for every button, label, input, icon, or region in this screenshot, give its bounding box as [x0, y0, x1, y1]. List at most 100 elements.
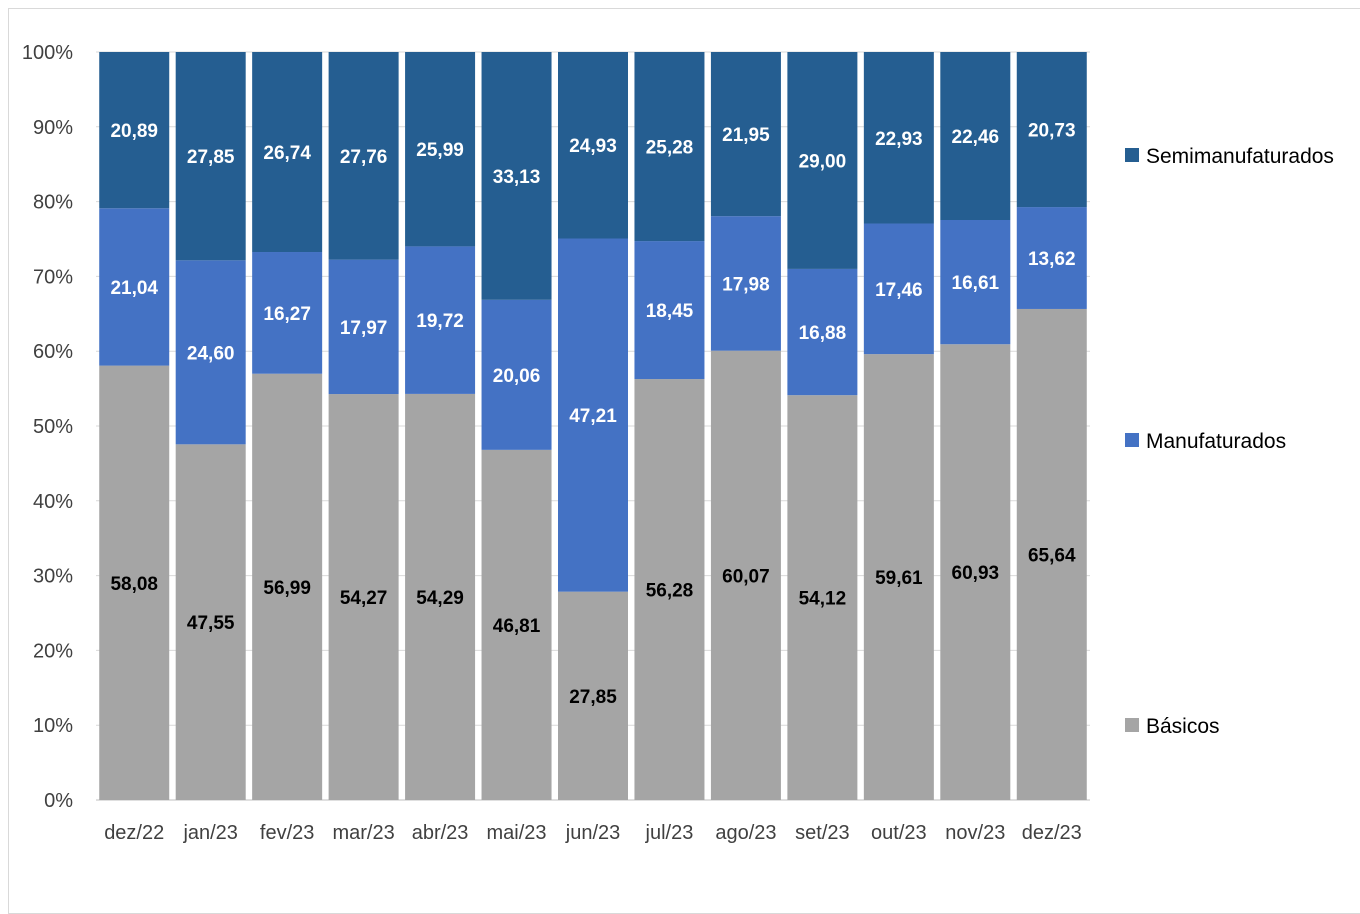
y-tick-label: 0%: [44, 790, 73, 812]
x-tick-label: mai/23: [487, 822, 547, 844]
bar-segment: [481, 299, 552, 450]
data-labels-layer: 58,08 21,04 20,89 47,55 24,60 27,85 56,99 16,27…: [110, 121, 1076, 708]
bar-segment: [328, 259, 399, 395]
bar-segment: [634, 52, 705, 242]
bar-segment: [99, 208, 170, 366]
data-label: 25,99: [416, 140, 464, 161]
data-label: 54,27: [340, 588, 388, 609]
bar-segment: [558, 238, 628, 592]
data-label: 58,08: [110, 574, 158, 595]
bar-segment: [175, 52, 246, 261]
bar-segment: [1016, 52, 1087, 208]
legend-swatch: [1125, 433, 1139, 447]
legend-label: Semimanufaturados: [1146, 145, 1334, 168]
data-label: 20,06: [493, 366, 541, 387]
y-tick-label: 60%: [33, 341, 73, 363]
data-label: 22,93: [875, 129, 923, 150]
x-tick-label: jan/23: [182, 822, 238, 844]
bar-segment: [99, 52, 170, 209]
x-axis: dez/22 jan/23 fev/23 mar/23 abr/23 mai/23 jun/…: [104, 822, 1082, 844]
data-label: 20,73: [1028, 121, 1076, 142]
data-label: 33,13: [493, 167, 541, 188]
data-label: 24,60: [187, 343, 235, 364]
x-tick-label: abr/23: [412, 822, 469, 844]
bar-segment: [481, 449, 552, 800]
data-label: 60,07: [722, 566, 770, 587]
legend-label: Manufaturados: [1146, 430, 1286, 453]
data-label: 59,61: [875, 568, 923, 589]
bar-segment: [940, 344, 1011, 800]
data-label: 27,76: [340, 147, 388, 168]
x-tick-label: mar/23: [332, 822, 394, 844]
data-label: 16,27: [263, 304, 311, 325]
bar-segment: [175, 260, 246, 445]
bar-segment: [863, 223, 934, 355]
legend-swatch: [1125, 148, 1139, 162]
x-tick-label: dez/23: [1022, 822, 1082, 844]
x-tick-label: out/23: [871, 822, 927, 844]
bar-segment: [940, 220, 1011, 345]
data-label: 17,98: [722, 274, 770, 295]
data-label: 13,62: [1028, 249, 1076, 270]
data-label: 22,46: [952, 127, 1000, 148]
bars-layer: [99, 52, 1087, 800]
data-label: 21,04: [110, 278, 158, 299]
bar-segment: [710, 350, 781, 800]
y-tick-label: 40%: [33, 491, 73, 513]
bar-segment: [710, 52, 781, 217]
bar-segment: [328, 394, 399, 800]
bar-segment: [405, 393, 476, 800]
x-tick-label: jul/23: [645, 822, 694, 844]
data-label: 56,28: [646, 581, 694, 602]
bar-segment: [328, 52, 399, 260]
data-label: 46,81: [493, 616, 541, 637]
x-tick-label: set/23: [795, 822, 849, 844]
bar-segment: [252, 373, 323, 800]
data-label: 17,46: [875, 280, 923, 301]
x-tick-label: dez/22: [104, 822, 164, 844]
bar-segment: [252, 52, 323, 253]
data-label: 24,93: [569, 136, 617, 157]
bar-segment: [558, 591, 628, 800]
x-tick-label: nov/23: [945, 822, 1005, 844]
legend: Semimanufaturados Manufaturados Básicos: [1125, 145, 1334, 738]
y-tick-label: 10%: [33, 715, 73, 737]
y-tick-label: 20%: [33, 640, 73, 662]
data-label: 47,55: [187, 613, 235, 634]
bar-segment: [863, 354, 934, 800]
data-label: 17,97: [340, 318, 388, 339]
y-tick-label: 50%: [33, 416, 73, 438]
y-axis: 0% 10% 20% 30% 40% 50% 60% 70% 80% 90% 100%: [22, 42, 73, 812]
bar-segment: [405, 246, 476, 394]
y-tick-label: 70%: [33, 266, 73, 288]
y-tick-label: 80%: [33, 192, 73, 214]
data-label: 60,93: [952, 563, 1000, 584]
data-label: 27,85: [187, 147, 235, 168]
data-label: 18,45: [646, 301, 694, 322]
bar-segment: [634, 241, 705, 380]
data-label: 47,21: [569, 406, 617, 427]
bar-segment: [863, 52, 934, 224]
bar-segment: [1016, 308, 1087, 800]
data-label: 56,99: [263, 578, 311, 599]
bar-segment: [252, 252, 323, 374]
bar-segment: [558, 52, 628, 239]
bar-segment: [940, 52, 1011, 221]
bar-segment: [634, 379, 705, 800]
bar-segment: [787, 268, 858, 396]
bar-segment: [481, 52, 552, 300]
x-tick-label: jun/23: [565, 822, 621, 844]
data-label: 54,12: [799, 589, 847, 610]
data-label: 20,89: [110, 121, 158, 142]
data-label: 26,74: [263, 143, 311, 164]
data-label: 21,95: [722, 125, 770, 146]
data-label: 16,61: [952, 273, 1000, 294]
bar-segment: [787, 52, 858, 269]
data-label: 19,72: [416, 311, 464, 332]
x-tick-label: fev/23: [260, 822, 314, 844]
bar-segment: [1016, 207, 1087, 309]
bar-segment: [710, 216, 781, 351]
legend-label: Básicos: [1146, 715, 1220, 738]
data-label: 25,28: [646, 138, 694, 159]
